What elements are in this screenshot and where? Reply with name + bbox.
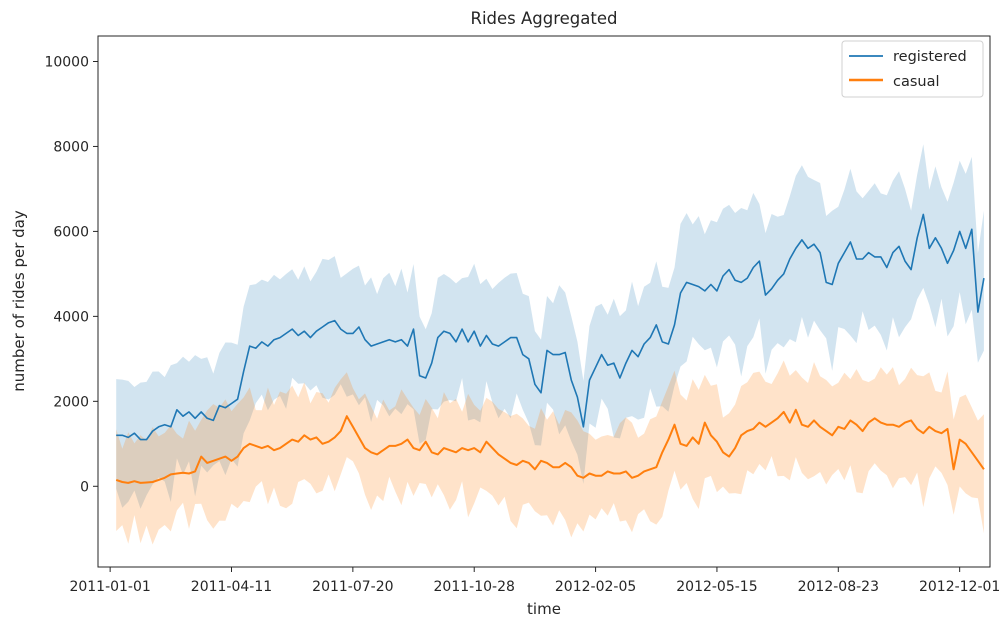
band-casual xyxy=(116,360,984,545)
x-tick-label: 2012-12-01 xyxy=(919,579,1000,595)
band-registered xyxy=(116,144,984,509)
legend: registered casual xyxy=(841,40,984,98)
x-tick-label: 2012-08-23 xyxy=(798,579,879,595)
chart-title: Rides Aggregated xyxy=(470,9,617,28)
line-casual xyxy=(115,408,985,484)
y-tick-label: 2000 xyxy=(53,394,89,410)
x-tick-label: 2012-05-15 xyxy=(676,579,757,595)
x-axis-label: time xyxy=(527,600,561,618)
plot-area-frame xyxy=(97,35,991,568)
x-tick-label: 2011-01-01 xyxy=(69,579,150,595)
y-tick-label: 10000 xyxy=(44,54,89,70)
confidence-bands xyxy=(116,144,984,545)
y-axis: 0 2000 4000 6000 8000 10000 xyxy=(44,54,98,495)
legend-box xyxy=(841,40,984,98)
x-tick-label: 2012-02-05 xyxy=(555,579,636,595)
legend-label-casual: casual xyxy=(893,74,940,90)
y-tick-label: 8000 xyxy=(53,139,89,155)
x-tick-label: 2011-10-28 xyxy=(434,579,515,595)
line-registered xyxy=(116,213,985,441)
legend-label-registered: registered xyxy=(893,49,967,65)
x-axis: 2011-01-01 2011-04-11 2011-07-20 2011-10-28… xyxy=(69,567,1000,595)
y-axis-label: number of rides per day xyxy=(10,210,28,392)
y-tick-label: 0 xyxy=(80,479,89,495)
x-tick-label: 2011-04-11 xyxy=(191,579,272,595)
x-tick-label: 2011-07-20 xyxy=(312,579,393,595)
y-tick-label: 6000 xyxy=(53,224,89,240)
series-lines xyxy=(115,213,985,484)
y-tick-label: 4000 xyxy=(53,309,89,325)
